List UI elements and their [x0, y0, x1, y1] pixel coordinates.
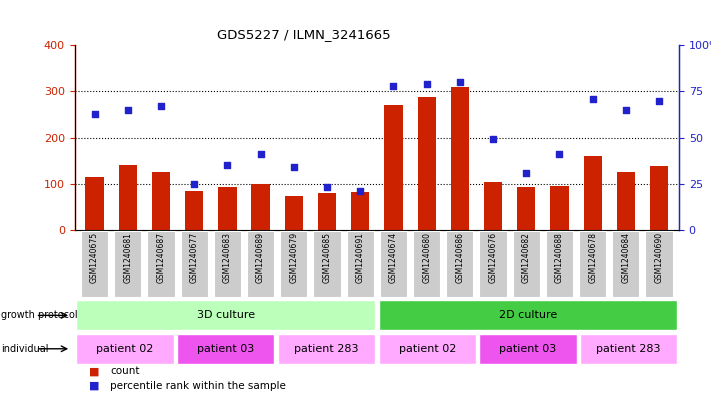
- Point: [387, 83, 399, 89]
- Text: GSM1240689: GSM1240689: [256, 232, 265, 283]
- FancyBboxPatch shape: [646, 231, 673, 297]
- Point: [487, 136, 498, 143]
- FancyBboxPatch shape: [247, 231, 274, 297]
- Point: [321, 184, 333, 191]
- FancyBboxPatch shape: [479, 231, 507, 297]
- Bar: [417, 97, 436, 230]
- Bar: [351, 192, 369, 230]
- FancyBboxPatch shape: [378, 300, 678, 331]
- Text: GSM1240675: GSM1240675: [90, 232, 99, 283]
- FancyBboxPatch shape: [447, 231, 474, 297]
- FancyBboxPatch shape: [181, 231, 208, 297]
- FancyBboxPatch shape: [114, 231, 141, 297]
- Text: count: count: [110, 366, 139, 376]
- FancyBboxPatch shape: [147, 231, 175, 297]
- Point: [222, 162, 233, 168]
- Text: ■: ■: [89, 381, 100, 391]
- FancyBboxPatch shape: [546, 231, 573, 297]
- Text: GDS5227 / ILMN_3241665: GDS5227 / ILMN_3241665: [218, 28, 391, 41]
- Bar: [550, 186, 569, 230]
- Text: GSM1240679: GSM1240679: [289, 232, 299, 283]
- Text: 2D culture: 2D culture: [499, 310, 557, 320]
- FancyBboxPatch shape: [346, 231, 374, 297]
- Text: GSM1240690: GSM1240690: [655, 232, 663, 283]
- Bar: [185, 191, 203, 230]
- Point: [89, 110, 100, 117]
- Text: 3D culture: 3D culture: [197, 310, 255, 320]
- Text: patient 283: patient 283: [597, 344, 661, 354]
- Point: [421, 81, 432, 87]
- Point: [155, 103, 166, 109]
- Bar: [85, 177, 104, 230]
- Bar: [650, 166, 668, 230]
- Point: [122, 107, 134, 113]
- Point: [188, 180, 200, 187]
- FancyBboxPatch shape: [76, 300, 375, 331]
- Bar: [616, 172, 635, 230]
- Bar: [517, 187, 535, 230]
- FancyBboxPatch shape: [513, 231, 540, 297]
- Point: [587, 95, 599, 102]
- FancyBboxPatch shape: [278, 334, 375, 364]
- Bar: [318, 193, 336, 230]
- Bar: [451, 87, 469, 230]
- Text: individual: individual: [1, 344, 48, 354]
- Text: GSM1240682: GSM1240682: [522, 232, 530, 283]
- Point: [255, 151, 267, 157]
- Bar: [152, 172, 170, 230]
- Text: patient 283: patient 283: [294, 344, 359, 354]
- Text: GSM1240684: GSM1240684: [621, 232, 631, 283]
- FancyBboxPatch shape: [479, 334, 577, 364]
- Text: percentile rank within the sample: percentile rank within the sample: [110, 381, 286, 391]
- Bar: [218, 187, 237, 230]
- Text: patient 02: patient 02: [96, 344, 154, 354]
- Point: [620, 107, 631, 113]
- FancyBboxPatch shape: [214, 231, 241, 297]
- Text: GSM1240691: GSM1240691: [356, 232, 365, 283]
- FancyBboxPatch shape: [280, 231, 307, 297]
- Bar: [119, 165, 137, 230]
- FancyBboxPatch shape: [177, 334, 274, 364]
- FancyBboxPatch shape: [81, 231, 108, 297]
- Point: [653, 97, 665, 104]
- Bar: [284, 196, 303, 230]
- Point: [520, 169, 532, 176]
- Text: GSM1240687: GSM1240687: [156, 232, 166, 283]
- Text: GSM1240681: GSM1240681: [123, 232, 132, 283]
- Point: [355, 188, 366, 194]
- Bar: [385, 105, 402, 230]
- Bar: [584, 156, 602, 230]
- Text: GSM1240678: GSM1240678: [588, 232, 597, 283]
- Text: GSM1240674: GSM1240674: [389, 232, 398, 283]
- Bar: [484, 182, 502, 230]
- Point: [454, 79, 466, 85]
- Text: GSM1240680: GSM1240680: [422, 232, 431, 283]
- FancyBboxPatch shape: [76, 334, 173, 364]
- Text: patient 03: patient 03: [197, 344, 255, 354]
- Bar: [252, 184, 269, 230]
- FancyBboxPatch shape: [314, 231, 341, 297]
- FancyBboxPatch shape: [580, 334, 678, 364]
- FancyBboxPatch shape: [378, 334, 476, 364]
- FancyBboxPatch shape: [579, 231, 606, 297]
- Text: patient 02: patient 02: [398, 344, 456, 354]
- Point: [554, 151, 565, 157]
- Point: [288, 164, 299, 170]
- Text: GSM1240676: GSM1240676: [488, 232, 498, 283]
- Text: ■: ■: [89, 366, 100, 376]
- Text: GSM1240686: GSM1240686: [455, 232, 464, 283]
- Text: GSM1240683: GSM1240683: [223, 232, 232, 283]
- Text: growth protocol: growth protocol: [1, 310, 77, 320]
- FancyBboxPatch shape: [413, 231, 440, 297]
- FancyBboxPatch shape: [612, 231, 639, 297]
- Text: GSM1240677: GSM1240677: [190, 232, 198, 283]
- FancyBboxPatch shape: [380, 231, 407, 297]
- Text: patient 03: patient 03: [499, 344, 557, 354]
- Text: GSM1240688: GSM1240688: [555, 232, 564, 283]
- Text: GSM1240685: GSM1240685: [323, 232, 331, 283]
